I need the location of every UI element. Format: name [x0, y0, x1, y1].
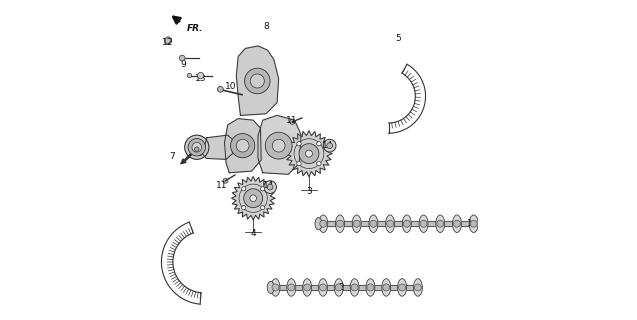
Polygon shape: [258, 116, 301, 174]
Ellipse shape: [334, 279, 343, 296]
Ellipse shape: [319, 215, 328, 233]
Circle shape: [336, 220, 343, 227]
Circle shape: [217, 86, 223, 92]
Text: 5: 5: [396, 35, 401, 44]
Circle shape: [317, 161, 321, 166]
Text: 12: 12: [161, 38, 173, 47]
Ellipse shape: [369, 215, 378, 233]
Ellipse shape: [352, 215, 361, 233]
Text: 14: 14: [322, 141, 334, 150]
Circle shape: [454, 220, 461, 227]
Text: 10: 10: [225, 82, 236, 91]
Ellipse shape: [336, 215, 345, 233]
Circle shape: [192, 142, 202, 152]
Circle shape: [187, 73, 192, 78]
Text: 1: 1: [467, 219, 473, 228]
Ellipse shape: [350, 279, 359, 296]
Circle shape: [399, 284, 406, 291]
Circle shape: [353, 220, 360, 227]
Text: 3: 3: [306, 188, 312, 196]
Circle shape: [241, 205, 246, 210]
Circle shape: [317, 141, 321, 146]
Circle shape: [250, 195, 257, 202]
Circle shape: [179, 55, 185, 61]
Circle shape: [403, 220, 410, 227]
Ellipse shape: [382, 279, 390, 296]
Circle shape: [185, 135, 209, 159]
Polygon shape: [202, 135, 234, 159]
Ellipse shape: [452, 215, 461, 233]
Circle shape: [367, 284, 374, 291]
Text: 14: 14: [264, 181, 275, 190]
Circle shape: [370, 220, 377, 227]
Ellipse shape: [315, 218, 322, 230]
Circle shape: [320, 220, 327, 227]
Circle shape: [261, 187, 265, 191]
Ellipse shape: [318, 279, 327, 296]
Circle shape: [335, 284, 342, 291]
Circle shape: [223, 178, 228, 183]
Circle shape: [351, 284, 358, 291]
Ellipse shape: [436, 215, 445, 233]
Polygon shape: [236, 46, 278, 116]
Polygon shape: [286, 131, 332, 177]
Ellipse shape: [419, 215, 428, 233]
Circle shape: [297, 161, 301, 166]
Circle shape: [197, 72, 204, 79]
Ellipse shape: [397, 279, 406, 296]
Ellipse shape: [271, 279, 280, 296]
Circle shape: [267, 184, 273, 190]
Circle shape: [387, 220, 394, 227]
Circle shape: [288, 284, 295, 291]
Ellipse shape: [403, 215, 412, 233]
Circle shape: [304, 284, 311, 291]
Text: 6: 6: [196, 149, 202, 158]
Ellipse shape: [469, 215, 478, 233]
Circle shape: [320, 284, 327, 291]
Circle shape: [236, 139, 249, 152]
Circle shape: [324, 139, 336, 152]
Polygon shape: [224, 119, 261, 173]
Circle shape: [470, 220, 477, 227]
Circle shape: [383, 284, 390, 291]
Circle shape: [272, 284, 279, 291]
Circle shape: [327, 143, 333, 148]
Text: 7: 7: [169, 152, 175, 161]
Ellipse shape: [385, 215, 394, 233]
Polygon shape: [231, 177, 275, 220]
Circle shape: [437, 220, 444, 227]
Ellipse shape: [287, 279, 296, 296]
Circle shape: [244, 189, 262, 208]
Circle shape: [241, 187, 246, 191]
Text: 13: 13: [195, 74, 206, 83]
Text: 8: 8: [263, 22, 269, 31]
Circle shape: [264, 181, 276, 194]
Circle shape: [299, 144, 319, 164]
Text: 11: 11: [285, 116, 297, 125]
Text: 4: 4: [250, 229, 256, 238]
Circle shape: [231, 133, 255, 158]
Circle shape: [415, 284, 422, 291]
Text: FR.: FR.: [187, 24, 203, 33]
Text: 9: 9: [180, 60, 186, 69]
Circle shape: [188, 139, 206, 156]
Text: 11: 11: [215, 181, 227, 190]
Circle shape: [290, 119, 295, 124]
Circle shape: [261, 205, 265, 210]
Ellipse shape: [366, 279, 375, 296]
Ellipse shape: [267, 281, 274, 293]
Circle shape: [194, 147, 199, 151]
Circle shape: [250, 74, 264, 88]
Ellipse shape: [413, 279, 422, 296]
Text: 2: 2: [338, 283, 343, 292]
Circle shape: [306, 150, 312, 157]
Circle shape: [297, 141, 301, 146]
Circle shape: [265, 132, 292, 159]
Circle shape: [272, 139, 285, 152]
Circle shape: [420, 220, 427, 227]
Circle shape: [245, 68, 270, 94]
Ellipse shape: [303, 279, 311, 296]
